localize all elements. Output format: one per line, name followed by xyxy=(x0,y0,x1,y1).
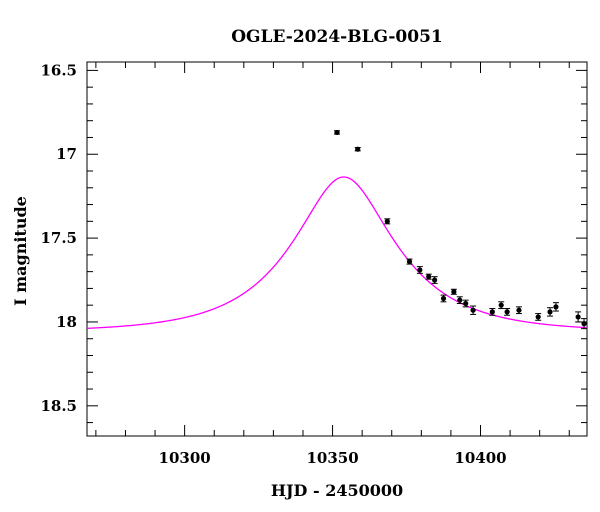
data-point xyxy=(384,218,390,224)
y-tick-label: 18 xyxy=(56,313,77,331)
data-point xyxy=(334,129,340,136)
data-point xyxy=(463,300,469,307)
data-point xyxy=(547,309,553,315)
data-point xyxy=(426,274,432,280)
data-point xyxy=(575,314,581,320)
data-point xyxy=(440,295,447,302)
data-point xyxy=(504,309,510,315)
chart-title: OGLE-2024-BLG-0051 xyxy=(231,27,443,47)
data-point xyxy=(355,146,361,152)
data-point xyxy=(417,267,423,273)
y-tick-label: 16.5 xyxy=(40,61,77,79)
y-tick-label: 17.5 xyxy=(40,229,77,247)
data-point xyxy=(516,307,522,313)
plot-frame xyxy=(86,61,588,437)
x-tick-label: 10300 xyxy=(159,449,211,467)
data-point xyxy=(457,297,463,303)
data-point xyxy=(451,289,457,295)
data-point xyxy=(498,302,504,308)
model-curve xyxy=(86,176,588,329)
data-point xyxy=(535,314,541,320)
data-point xyxy=(553,304,559,310)
data-point xyxy=(406,258,413,265)
y-axis-label: I magnitude xyxy=(11,196,30,306)
y-tick-label: 18.5 xyxy=(40,397,77,415)
data-point xyxy=(581,321,587,327)
data-point xyxy=(470,307,476,313)
x-tick-label: 10350 xyxy=(306,449,358,467)
data-point xyxy=(432,277,438,283)
data-point xyxy=(489,309,495,315)
x-tick-label: 10400 xyxy=(454,449,506,467)
plot-area: 10300 10350 10400 16.5 17 17.5 18 18.5 xyxy=(40,61,588,467)
y-tick-label: 17 xyxy=(56,145,77,163)
x-axis-label: HJD - 2450000 xyxy=(271,481,403,500)
